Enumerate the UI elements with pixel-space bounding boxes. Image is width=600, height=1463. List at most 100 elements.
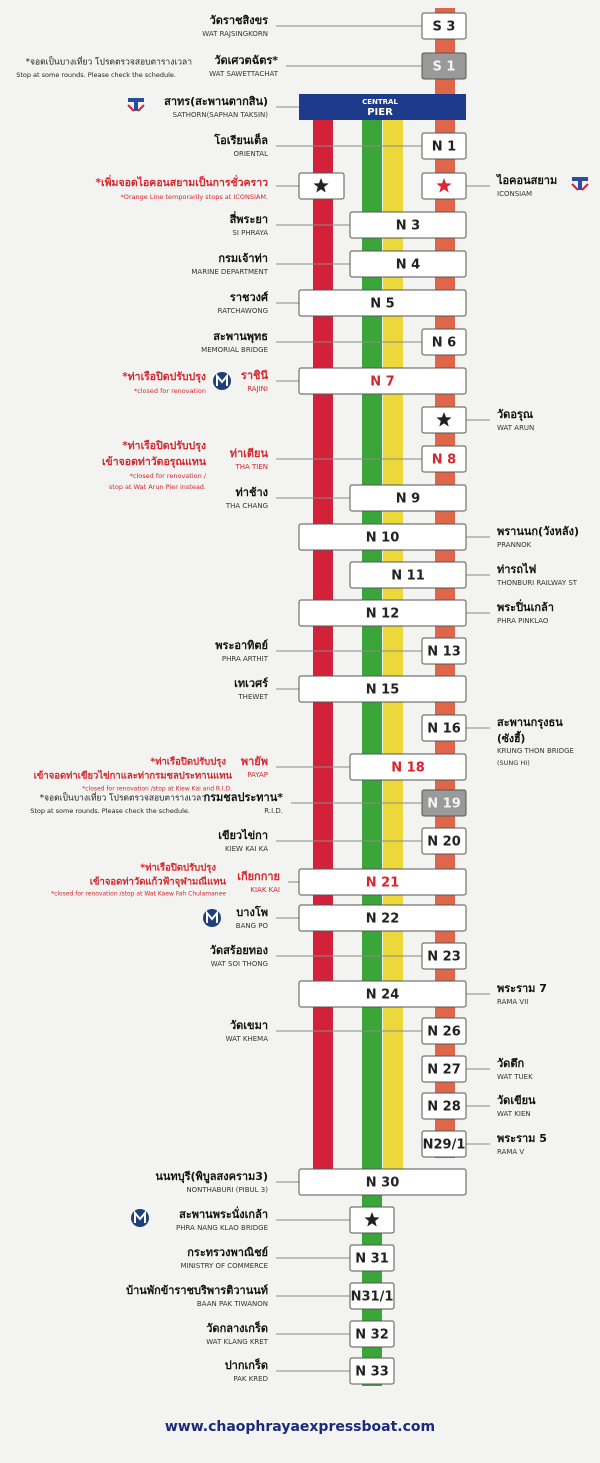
pier-name-thai: วัดอรุณ: [497, 408, 534, 422]
pier-name-english: WAT KLANG KRET: [206, 1338, 268, 1346]
mrt-icon-letter: [134, 1210, 146, 1223]
pier-name-english: RAJINI: [247, 385, 268, 393]
pier-name-english: WAT ARUN: [497, 424, 534, 432]
pier-box: [421, 1092, 467, 1120]
pier-name-english: R.I.D.: [264, 807, 283, 815]
red-line: [313, 118, 333, 1170]
pier-name-thai: พระราม 5: [497, 1132, 547, 1145]
pier-box: [349, 1282, 395, 1310]
pier-code: N 10: [366, 531, 400, 546]
pier-box: [349, 211, 467, 239]
pier-code: N 1: [432, 140, 456, 155]
pier-box: [349, 250, 467, 278]
pier-code: N 22: [366, 912, 400, 927]
pier-code: N 21: [366, 876, 400, 891]
pier-name-english: SATHORN(SAPHAN TAKSIN): [173, 111, 269, 119]
pier-name-thai: เกียกกาย: [237, 870, 280, 883]
pier-note: *เพิ่มจอดไอคอนสยามเป็นการชั่วคราว: [96, 174, 269, 189]
pier-box: [298, 868, 467, 896]
pier-code: N 5: [370, 297, 394, 312]
pier-name-english: RAMA V: [497, 1148, 524, 1156]
pier-name-thai: ไอคอนสยาม: [495, 173, 557, 187]
pier-name-english: THEWET: [237, 693, 268, 701]
pier-name-english: PHRA ARTHIT: [222, 655, 269, 663]
pier-code: N 31: [355, 1252, 389, 1267]
pier-box: [298, 980, 467, 1008]
green-line: [362, 118, 382, 1386]
pier-code: N29/1: [423, 1138, 466, 1153]
pier-name-thai: พรานนก(วังหลัง): [497, 525, 579, 538]
pier-box: [349, 1244, 395, 1272]
star: [436, 412, 452, 427]
pier-code: N 26: [427, 1025, 461, 1040]
pier-box: [421, 637, 467, 665]
pier-code: N 16: [427, 722, 461, 737]
pier-code: N 19: [427, 797, 461, 812]
pier-box: [298, 367, 467, 395]
pier-note: *closed for renovation: [134, 387, 206, 395]
pier-name-thai: สะพานพระนั่งเกล้า: [179, 1206, 268, 1221]
pier-name-thai: นนทบุรี(พิบูลสงคราม3): [155, 1170, 268, 1184]
pier-box: [349, 1320, 395, 1348]
pier-code: N 32: [355, 1328, 389, 1343]
pier-code: N 28: [427, 1100, 461, 1115]
pier-code: N31/1: [351, 1290, 394, 1305]
pier-code: N 13: [427, 645, 461, 660]
pier-note: เข้าจอดท่าเขียวไข่กาและท่ากรมชลประทานแทน: [34, 770, 233, 782]
pier-code: N 20: [427, 835, 461, 850]
pier-box: [298, 599, 467, 627]
pier-note: *Orange Line temporarily stops at ICONSI…: [121, 193, 268, 201]
pier-name-english: PHRA PINKLAO: [497, 617, 549, 625]
pier-name-thai: ราชินี: [241, 369, 269, 382]
pier-name-thai: วัดสร้อยทอง: [210, 944, 268, 957]
pier-note: *จอดเป็นบางเที่ยว โปรดตรวจสอบตารางเวลา: [26, 56, 192, 68]
pier-note: Stop at some rounds. Please check the sc…: [30, 807, 190, 815]
pier-note: (SUNG HI): [497, 759, 530, 767]
pier-name-english: BANG PO: [236, 922, 269, 930]
pier-name-thai: ท่าช้าง: [236, 486, 268, 499]
pier-name-thai: บ้านพักข้าราชบริพารติวานนท์: [126, 1284, 268, 1297]
pier-name-english: PHRA NANG KLAO BRIDGE: [176, 1224, 268, 1232]
pier-box: [421, 1017, 467, 1045]
pier-name-thai: บางโพ: [236, 905, 268, 919]
pier-name-thai: กรมเจ้าท่า: [218, 252, 268, 265]
pier-code: N 18: [391, 761, 425, 776]
pier-name-english: RAMA VII: [497, 998, 528, 1006]
mrt-icon-letter: [206, 910, 218, 923]
pier-name-english: WAT KIEN: [497, 1110, 531, 1118]
pier-name-thai: กรมชลประทาน*: [203, 791, 283, 804]
pier-name-thai: พระปิ่นเกล้า: [497, 599, 554, 614]
pier-code: N 23: [427, 950, 461, 965]
pier-box: [349, 484, 467, 512]
pier-code: N 4: [396, 258, 420, 273]
pier-name-english: ICONSIAM: [497, 190, 532, 198]
pier-box: [421, 1055, 467, 1083]
pier-note: เข้าจอดท่าวัดแก้วฟ้าจุฬามณีแทน: [90, 876, 227, 888]
pier-code: N 3: [396, 219, 420, 234]
pier-code: N 33: [355, 1365, 389, 1380]
pier-note: *ท่าเรือปิดปรับปรุง: [150, 756, 226, 768]
pier-name-thai: ราชวงศ์: [230, 291, 269, 304]
pier-box: [349, 561, 467, 589]
pier-box: [298, 523, 467, 551]
pier-name-thai: ท่าเตียน: [230, 447, 269, 460]
pier-name-english: BAAN PAK TIWANON: [197, 1300, 268, 1308]
pier-box: [421, 827, 467, 855]
star: [364, 1212, 380, 1227]
pier-name-thai: โอเรียนเต็ล: [213, 133, 268, 147]
pier-box: [421, 789, 467, 817]
pier-box: [421, 1130, 467, 1158]
pier-code: PIER: [367, 107, 393, 118]
pier-name-thai: วัดเศวตฉัตร*: [214, 54, 278, 67]
bts-icon: [128, 98, 144, 111]
pier-name-english: PAYAP: [247, 771, 268, 779]
pier-name-thai: สะพานกรุงธน: [497, 716, 563, 730]
pier-name-thai: สี่พระยา: [229, 211, 268, 226]
pier-name-english: MARINE DEPARTMENT: [191, 268, 268, 276]
pier-name-thai: ท่ารถไฟ: [497, 562, 537, 576]
pier-note: *จอดเป็นบางเที่ยว โปรดตรวจสอบตารางเวลา: [40, 792, 206, 804]
pier-note: *closed for renovation /: [130, 472, 207, 480]
